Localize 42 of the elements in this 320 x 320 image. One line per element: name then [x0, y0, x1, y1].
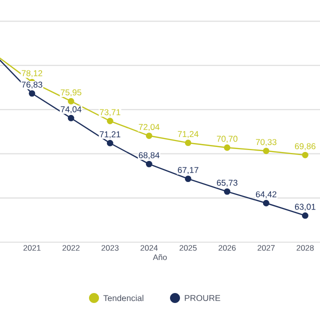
x-tick-label: 2027 — [258, 245, 275, 251]
data-label: 74,04 — [60, 106, 82, 114]
point — [224, 188, 230, 195]
x-axis-title: Año — [152, 254, 167, 260]
point — [302, 152, 308, 158]
data-label: 64,42 — [256, 191, 276, 198]
point — [28, 90, 36, 97]
x-tick-label: 2025 — [180, 245, 197, 251]
data-label: 71,21 — [100, 131, 120, 138]
legend-label: Tendencial — [103, 294, 144, 302]
data-label: 78,12 — [22, 70, 42, 78]
data-label: 69,86 — [294, 143, 316, 150]
point — [302, 212, 308, 219]
data-label: 70,33 — [256, 139, 276, 146]
data-label: 71,24 — [178, 131, 198, 138]
point — [68, 98, 74, 104]
point — [106, 118, 114, 124]
x-tick-label: 2026 — [218, 245, 236, 251]
point — [224, 144, 230, 151]
data-label: 68,84 — [138, 152, 160, 160]
point — [146, 132, 152, 139]
data-label: 75,95 — [60, 89, 82, 96]
point — [146, 160, 152, 168]
point — [184, 140, 192, 146]
point — [184, 176, 192, 182]
data-label: 65,73 — [216, 180, 238, 187]
data-label: 72,04 — [138, 124, 160, 131]
data-label: 67,17 — [178, 167, 198, 174]
point — [106, 140, 114, 146]
x-tick-label: 2022 — [62, 245, 80, 251]
x-tick-label: 2024 — [140, 245, 158, 251]
data-label: 73,71 — [100, 109, 120, 116]
data-label: 70,70 — [216, 136, 238, 143]
x-tick-label: 2023 — [102, 245, 119, 251]
data-label: 63,01 — [294, 204, 316, 211]
point — [262, 148, 270, 154]
point — [262, 200, 270, 206]
x-tick-label: 2028 — [296, 245, 314, 251]
legend-label: PROURE — [184, 294, 220, 302]
point — [68, 114, 74, 122]
data-label: 76,83 — [22, 82, 42, 89]
x-tick-label: 2021 — [24, 245, 41, 251]
